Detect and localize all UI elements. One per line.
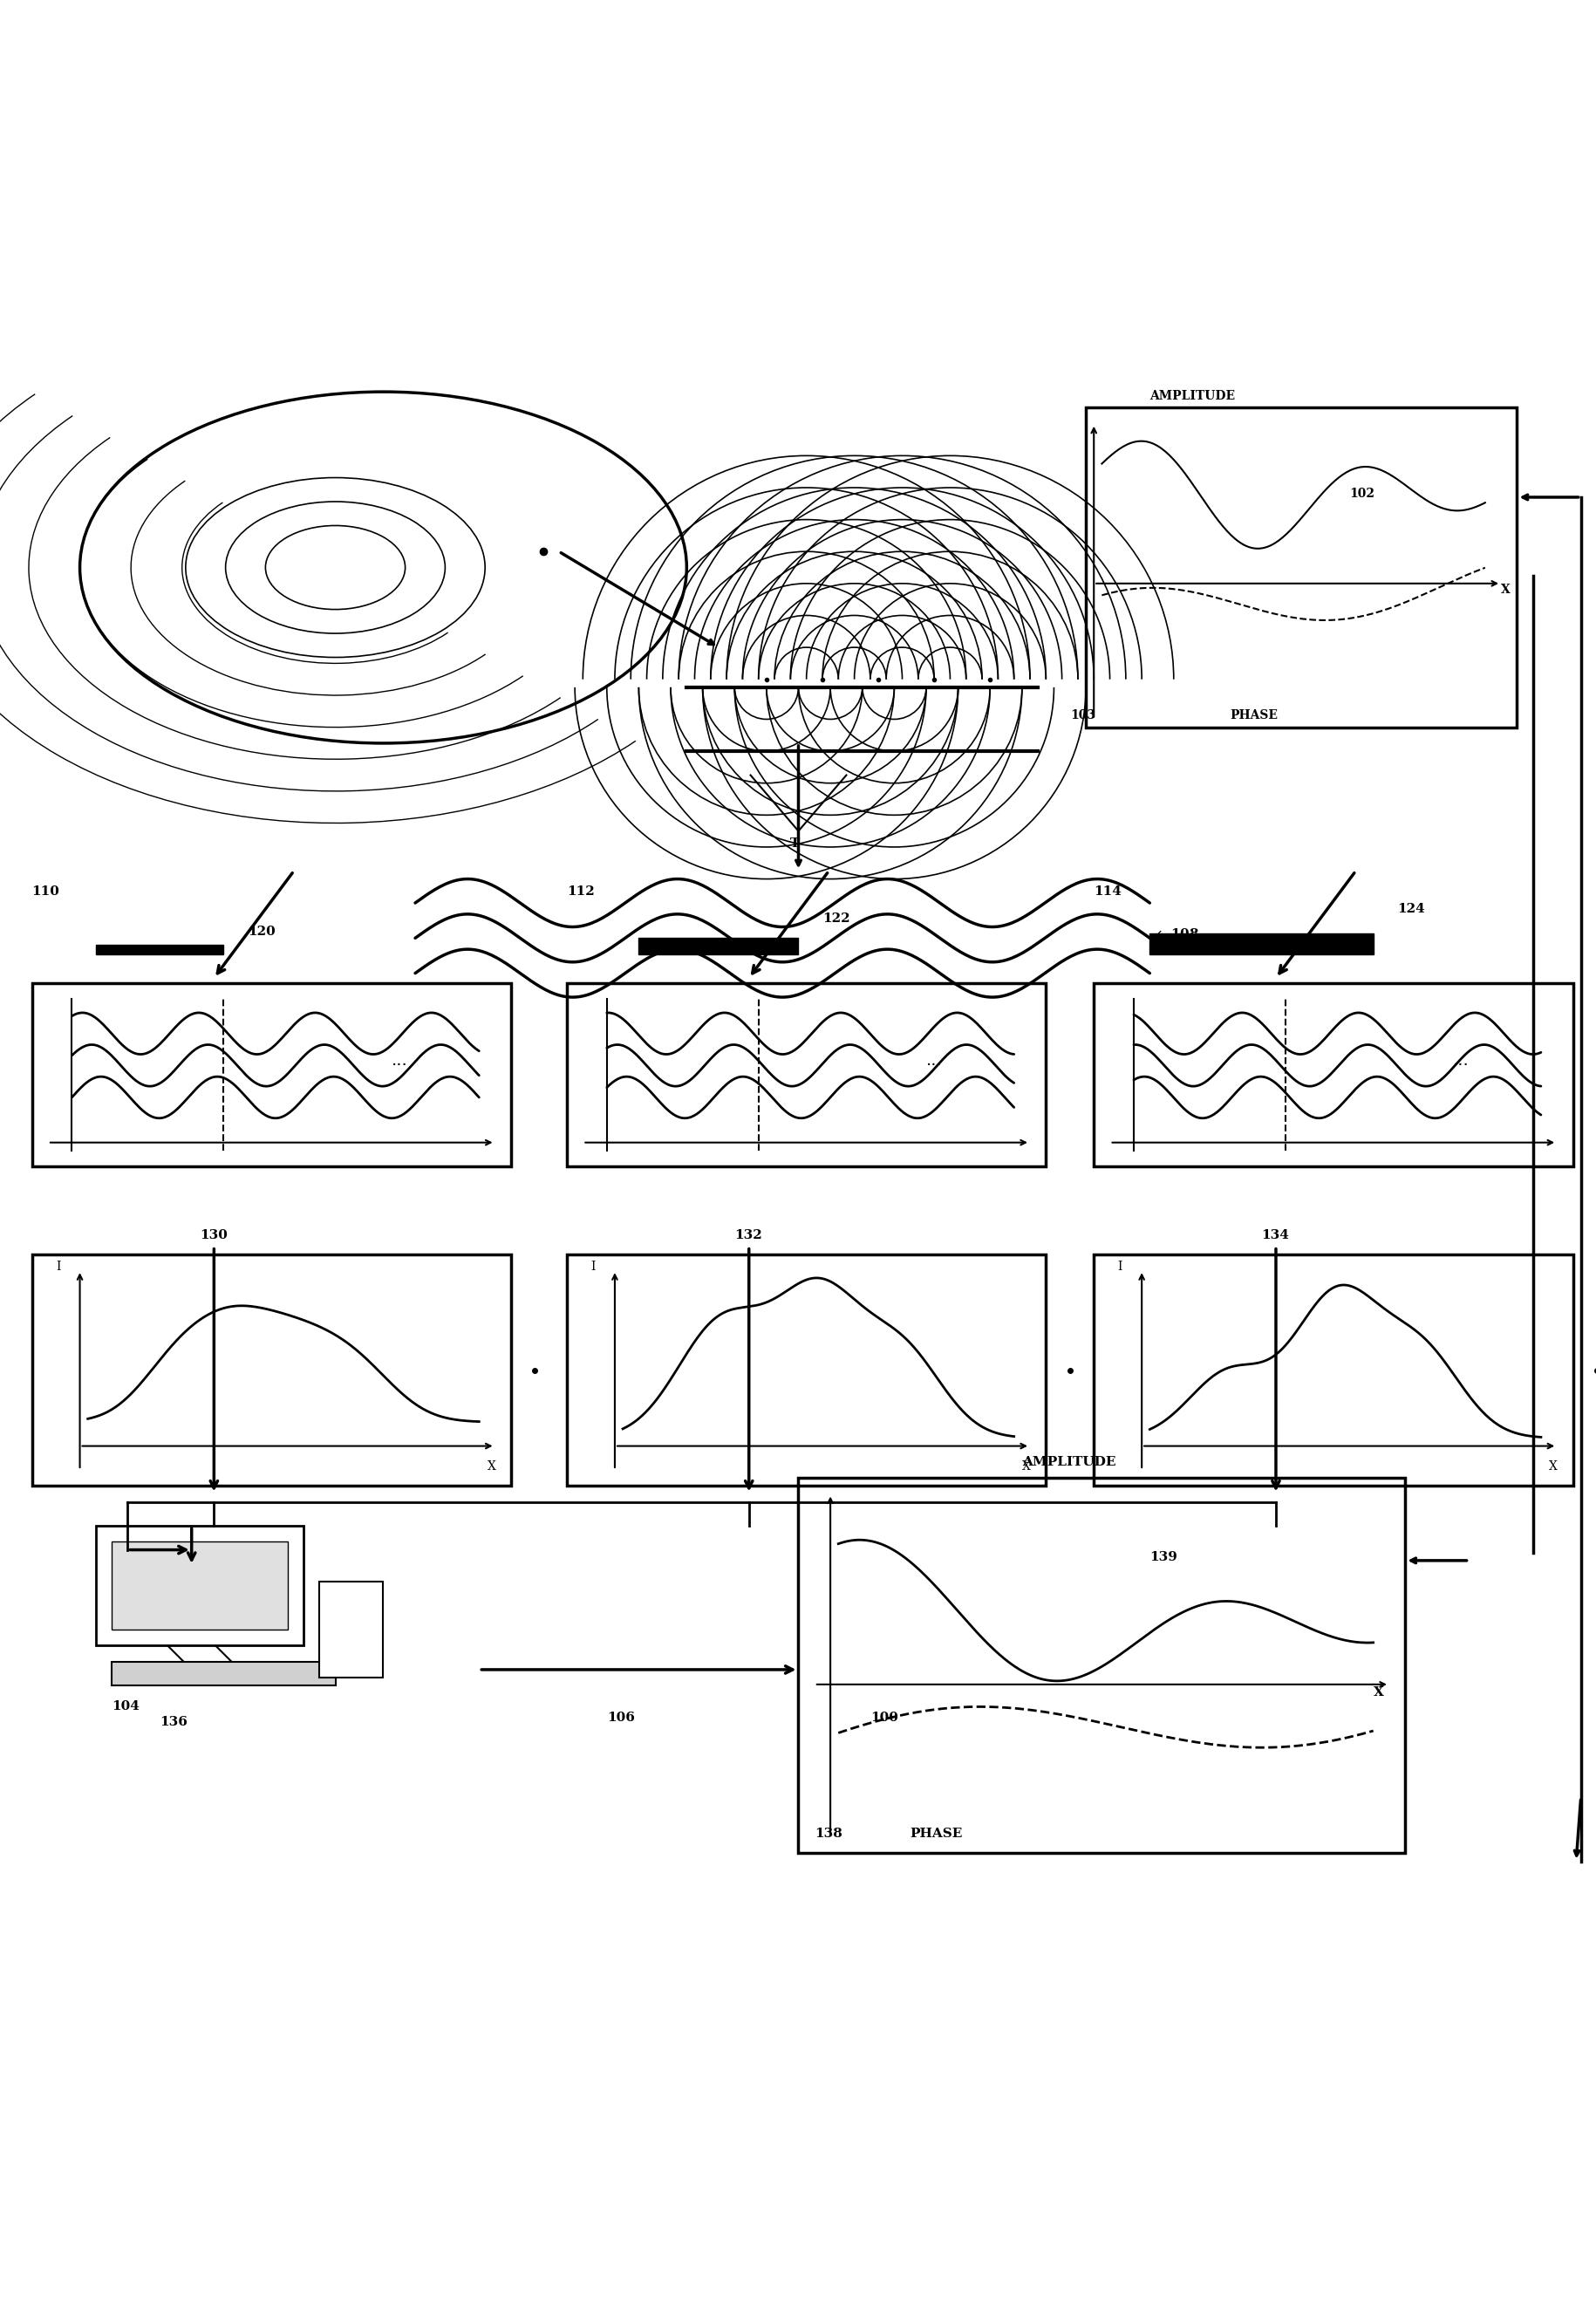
Bar — [567, 1253, 1045, 1485]
Text: 124: 124 — [1396, 904, 1424, 915]
Bar — [798, 1478, 1404, 1854]
Text: ...: ... — [926, 1052, 942, 1068]
Text: ...: ... — [1452, 1052, 1468, 1068]
Text: 122: 122 — [822, 913, 849, 924]
Bar — [1093, 982, 1572, 1165]
Text: 112: 112 — [567, 885, 594, 897]
Text: 106: 106 — [606, 1712, 634, 1724]
Text: 136: 136 — [160, 1717, 187, 1728]
Text: 104: 104 — [112, 1701, 139, 1712]
Text: X: X — [487, 1460, 495, 1474]
Text: AMPLITUDE: AMPLITUDE — [1021, 1455, 1116, 1467]
Text: 138: 138 — [814, 1828, 841, 1840]
Text: 110: 110 — [32, 885, 59, 897]
Text: PHASE: PHASE — [910, 1828, 962, 1840]
Text: 139: 139 — [1149, 1550, 1176, 1564]
Bar — [567, 982, 1045, 1165]
Bar — [1149, 934, 1373, 955]
Text: PHASE: PHASE — [1229, 709, 1277, 723]
Text: X: X — [1021, 1460, 1029, 1474]
Text: 132: 132 — [734, 1228, 761, 1242]
Text: 130: 130 — [200, 1228, 227, 1242]
Text: $\swarrow$ 108: $\swarrow$ 108 — [1149, 927, 1199, 941]
Text: 103: 103 — [1069, 709, 1095, 723]
Text: I: I — [1117, 1260, 1122, 1272]
Bar — [1093, 1253, 1572, 1485]
Bar — [96, 1527, 303, 1645]
Bar — [638, 938, 798, 955]
Bar — [112, 1661, 335, 1684]
Bar — [96, 945, 223, 955]
Bar — [112, 1541, 287, 1629]
Text: 120: 120 — [247, 924, 275, 938]
Text: X: X — [1500, 584, 1510, 595]
Text: I: I — [56, 1260, 61, 1272]
Text: 102: 102 — [1349, 487, 1374, 500]
Text: AMPLITUDE: AMPLITUDE — [1149, 389, 1235, 403]
Text: X: X — [1373, 1687, 1382, 1698]
Text: ...: ... — [391, 1052, 407, 1068]
Bar — [32, 982, 511, 1165]
Bar — [32, 1253, 511, 1485]
Text: 114: 114 — [1093, 885, 1120, 897]
Text: I: I — [591, 1260, 595, 1272]
Text: 134: 134 — [1261, 1228, 1288, 1242]
Text: X: X — [1548, 1460, 1556, 1474]
Bar — [319, 1583, 383, 1678]
Bar — [1085, 408, 1516, 728]
Text: 100: 100 — [870, 1712, 897, 1724]
Text: T: T — [790, 836, 800, 850]
